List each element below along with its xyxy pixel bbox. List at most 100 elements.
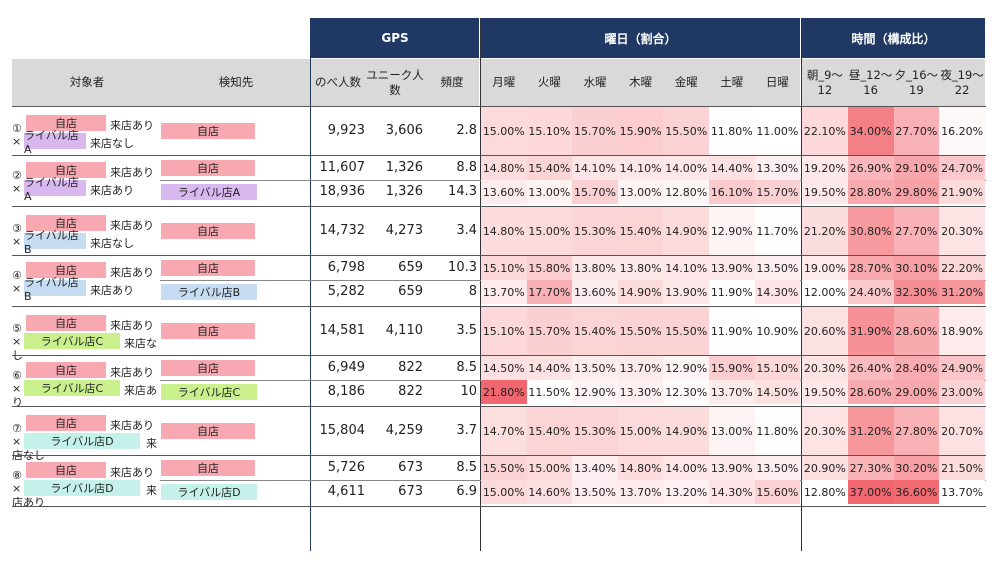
weekday-cell: 13.00% (526, 180, 573, 204)
total-count: 8,186 (327, 384, 365, 399)
weekday-cell: 14.90% (617, 280, 664, 304)
weekday-cell: 14.90% (663, 407, 709, 455)
weekday-cell: 12.90% (663, 356, 709, 380)
rival-tag: ライバル店A (24, 176, 86, 203)
time-cell: 19.20% (802, 156, 848, 180)
group-number: ② (12, 169, 22, 182)
cross-mark: × (12, 135, 22, 148)
time-cell: 27.70% (893, 207, 940, 255)
group-divider (12, 406, 986, 407)
visit-status: 来店あり (110, 266, 154, 279)
self-tag: 自店 (26, 462, 106, 478)
total-count: 5,282 (327, 284, 365, 299)
weekday-cell: 15.70% (572, 180, 618, 204)
weekday-cell: 11.90% (709, 280, 755, 304)
group-number: ⑧ (12, 469, 22, 482)
subheader-day: 水曜 (572, 59, 618, 106)
time-cell: 26.40% (847, 356, 894, 380)
weekday-cell: 15.70% (572, 107, 618, 155)
weekday-cell: 14.80% (481, 207, 527, 255)
time-cell: 21.90% (939, 180, 985, 204)
weekday-cell: 11.00% (754, 107, 801, 155)
weekday-cell: 12.80% (663, 180, 709, 204)
weekday-cell: 15.40% (526, 156, 573, 180)
time-cell: 31.20% (847, 407, 894, 455)
weekday-cell: 12.90% (709, 207, 755, 255)
time-cell: 31.90% (847, 307, 894, 355)
weekday-cell: 15.30% (572, 407, 618, 455)
frequency: 6.9 (456, 484, 477, 499)
header-bottom (12, 106, 986, 107)
subheader-freq: 頻度 (425, 59, 479, 106)
visit-status: 来店あり (110, 119, 154, 132)
weekday-cell: 14.40% (526, 356, 573, 380)
weekday-cell: 14.90% (663, 207, 709, 255)
cross-mark: × (12, 235, 22, 248)
total-count: 15,804 (319, 423, 366, 438)
unique-count: 822 (398, 384, 423, 399)
weekday-cell: 17.70% (526, 280, 573, 304)
cross-mark: × (12, 382, 22, 395)
weekday-cell: 14.80% (617, 456, 664, 480)
self-tag: 自店 (26, 362, 106, 378)
weekday-cell: 15.50% (617, 307, 664, 355)
time-cell: 12.80% (802, 480, 848, 504)
subheader-day: 土曜 (709, 59, 755, 106)
frequency: 3.5 (456, 323, 477, 338)
visit-status: 来店な (124, 337, 157, 350)
time-cell: 22.10% (802, 107, 848, 155)
weekday-cell: 14.10% (663, 256, 709, 280)
subheader-day: 火曜 (526, 59, 573, 106)
self-tag: 自店 (26, 262, 106, 278)
weekday-cell: 15.10% (481, 307, 527, 355)
weekday-cell: 15.30% (572, 207, 618, 255)
rival-tag: ライバル店D (24, 433, 140, 449)
unique-count: 4,259 (385, 423, 423, 438)
weekday-cell: 13.70% (709, 380, 755, 404)
cross-mark: × (12, 482, 22, 495)
frequency: 8.5 (456, 360, 477, 375)
total-count: 18,936 (319, 184, 366, 199)
visit-status: 来店あり (110, 319, 154, 332)
total-count: 6,798 (327, 260, 365, 275)
weekday-cell: 14.50% (481, 356, 527, 380)
rival-tag: ライバル店D (24, 480, 140, 496)
weekday-cell: 14.60% (526, 480, 573, 504)
frequency: 3.4 (456, 223, 477, 238)
frequency: 10.3 (448, 260, 477, 275)
detect-tag: 自店 (161, 123, 255, 139)
weekday-cell: 15.40% (617, 207, 664, 255)
time-cell: 31.20% (939, 280, 985, 304)
frequency: 8.8 (456, 160, 477, 175)
total-count: 4,611 (327, 484, 365, 499)
header-weekday: 曜日（割合） (481, 18, 800, 58)
header-time: 時間（構成比） (802, 18, 985, 58)
time-cell: 28.70% (847, 256, 894, 280)
weekday-cell: 15.50% (663, 307, 709, 355)
self-tag: 自店 (26, 115, 106, 131)
weekday-cell: 15.00% (526, 207, 573, 255)
subheader-day: 日曜 (754, 59, 801, 106)
group-number: ① (12, 122, 22, 135)
weekday-cell: 13.70% (617, 480, 664, 504)
weekday-cell: 12.30% (663, 380, 709, 404)
weekday-cell: 13.50% (572, 356, 618, 380)
weekday-cell: 15.10% (481, 256, 527, 280)
divider-gps-left (310, 18, 311, 551)
frequency: 8.5 (456, 460, 477, 475)
unique-count: 4,110 (385, 323, 423, 338)
time-cell: 24.40% (847, 280, 894, 304)
unique-count: 822 (398, 360, 423, 375)
unique-count: 659 (398, 260, 423, 275)
weekday-cell: 13.70% (617, 356, 664, 380)
group-divider (12, 506, 986, 507)
time-cell: 27.30% (847, 456, 894, 480)
weekday-cell: 14.50% (754, 380, 801, 404)
weekday-cell: 13.40% (572, 456, 618, 480)
frequency: 10 (460, 384, 477, 399)
weekday-cell: 15.00% (481, 480, 527, 504)
time-cell: 37.00% (847, 480, 894, 504)
weekday-cell: 14.10% (617, 156, 664, 180)
self-tag: 自店 (26, 215, 106, 231)
time-cell: 32.30% (893, 280, 940, 304)
